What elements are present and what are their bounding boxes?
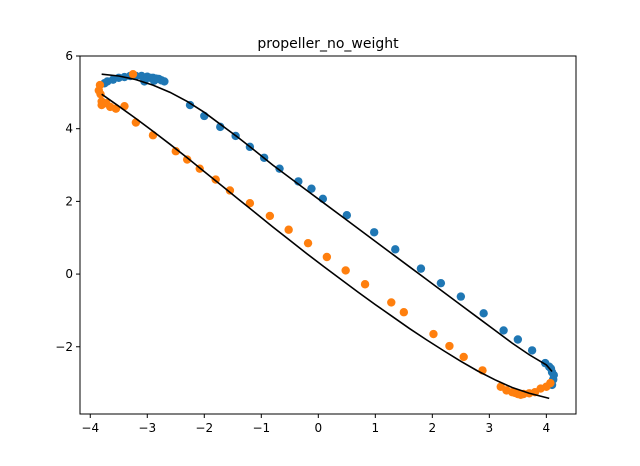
data-point-series-1-4 <box>95 80 105 90</box>
x-tick-label: −2 <box>195 421 213 435</box>
y-tick-label: 0 <box>65 267 73 281</box>
data-point-series-0-29 <box>391 245 400 254</box>
x-tick-label: 0 <box>314 421 322 435</box>
data-point-series-0-27 <box>342 210 352 220</box>
data-point-series-0-35 <box>513 335 523 344</box>
data-point-series-1-22 <box>341 266 350 275</box>
data-point-series-1-28 <box>459 352 468 362</box>
data-point-series-0-36 <box>527 346 537 355</box>
data-point-series-1-24 <box>387 298 396 307</box>
data-point-series-1-12 <box>171 147 180 156</box>
data-point-series-0-19 <box>216 122 225 132</box>
series-1 <box>94 69 555 399</box>
data-point-series-0-32 <box>456 292 466 301</box>
data-point-series-1-23 <box>360 280 370 289</box>
data-point-series-0-14 <box>160 77 169 86</box>
data-point-series-1-39 <box>546 378 555 388</box>
data-point-series-1-10 <box>131 118 141 127</box>
y-tick-label: −2 <box>55 340 73 354</box>
x-tick-label: 3 <box>486 421 494 435</box>
y-tick-label: 6 <box>65 49 73 63</box>
data-point-series-0-33 <box>479 309 488 318</box>
data-point-series-1-11 <box>148 131 158 140</box>
data-point-series-0-43 <box>549 370 558 380</box>
plot-frame <box>79 55 577 415</box>
data-point-series-0-25 <box>307 184 316 193</box>
x-tick-label: 4 <box>543 421 551 435</box>
x-tick-label: −4 <box>81 421 99 435</box>
fit-line-1 <box>101 93 550 400</box>
data-point-series-1-18 <box>265 211 275 221</box>
data-point-series-0-34 <box>499 326 508 335</box>
data-point-series-1-19 <box>284 225 293 234</box>
chart-title: propeller_no_weight <box>257 36 399 52</box>
data-point-series-1-21 <box>322 252 332 262</box>
x-tick-label: −3 <box>138 421 156 435</box>
x-tick-label: −1 <box>252 421 270 435</box>
data-point-series-1-41 <box>516 390 525 399</box>
data-point-series-0-31 <box>436 278 446 288</box>
data-point-series-1-0 <box>128 69 138 79</box>
data-point-series-1-26 <box>429 329 438 339</box>
data-point-series-1-13 <box>182 155 192 164</box>
plot-layer <box>94 69 558 400</box>
data-point-series-1-16 <box>225 186 235 195</box>
data-point-series-0-30 <box>416 264 426 273</box>
data-point-series-1-17 <box>245 199 255 208</box>
y-tick-label: 2 <box>65 194 73 208</box>
data-point-series-1-27 <box>445 341 454 351</box>
x-tick-label: 2 <box>429 421 437 435</box>
data-point-series-1-25 <box>399 308 409 317</box>
y-tick-label: 4 <box>65 122 73 136</box>
data-point-series-0-28 <box>369 228 379 237</box>
data-point-series-0-16 <box>149 76 159 85</box>
ticks-layer: −4 −3 −2 −1 0 1 2 3 4 −2 0 2 4 6 <box>55 49 550 435</box>
data-point-series-0-42 <box>546 364 556 373</box>
fit-line-0 <box>101 73 553 373</box>
data-point-series-1-20 <box>303 238 313 248</box>
x-tick-label: 1 <box>371 421 379 435</box>
data-point-series-0-17 <box>185 100 195 110</box>
